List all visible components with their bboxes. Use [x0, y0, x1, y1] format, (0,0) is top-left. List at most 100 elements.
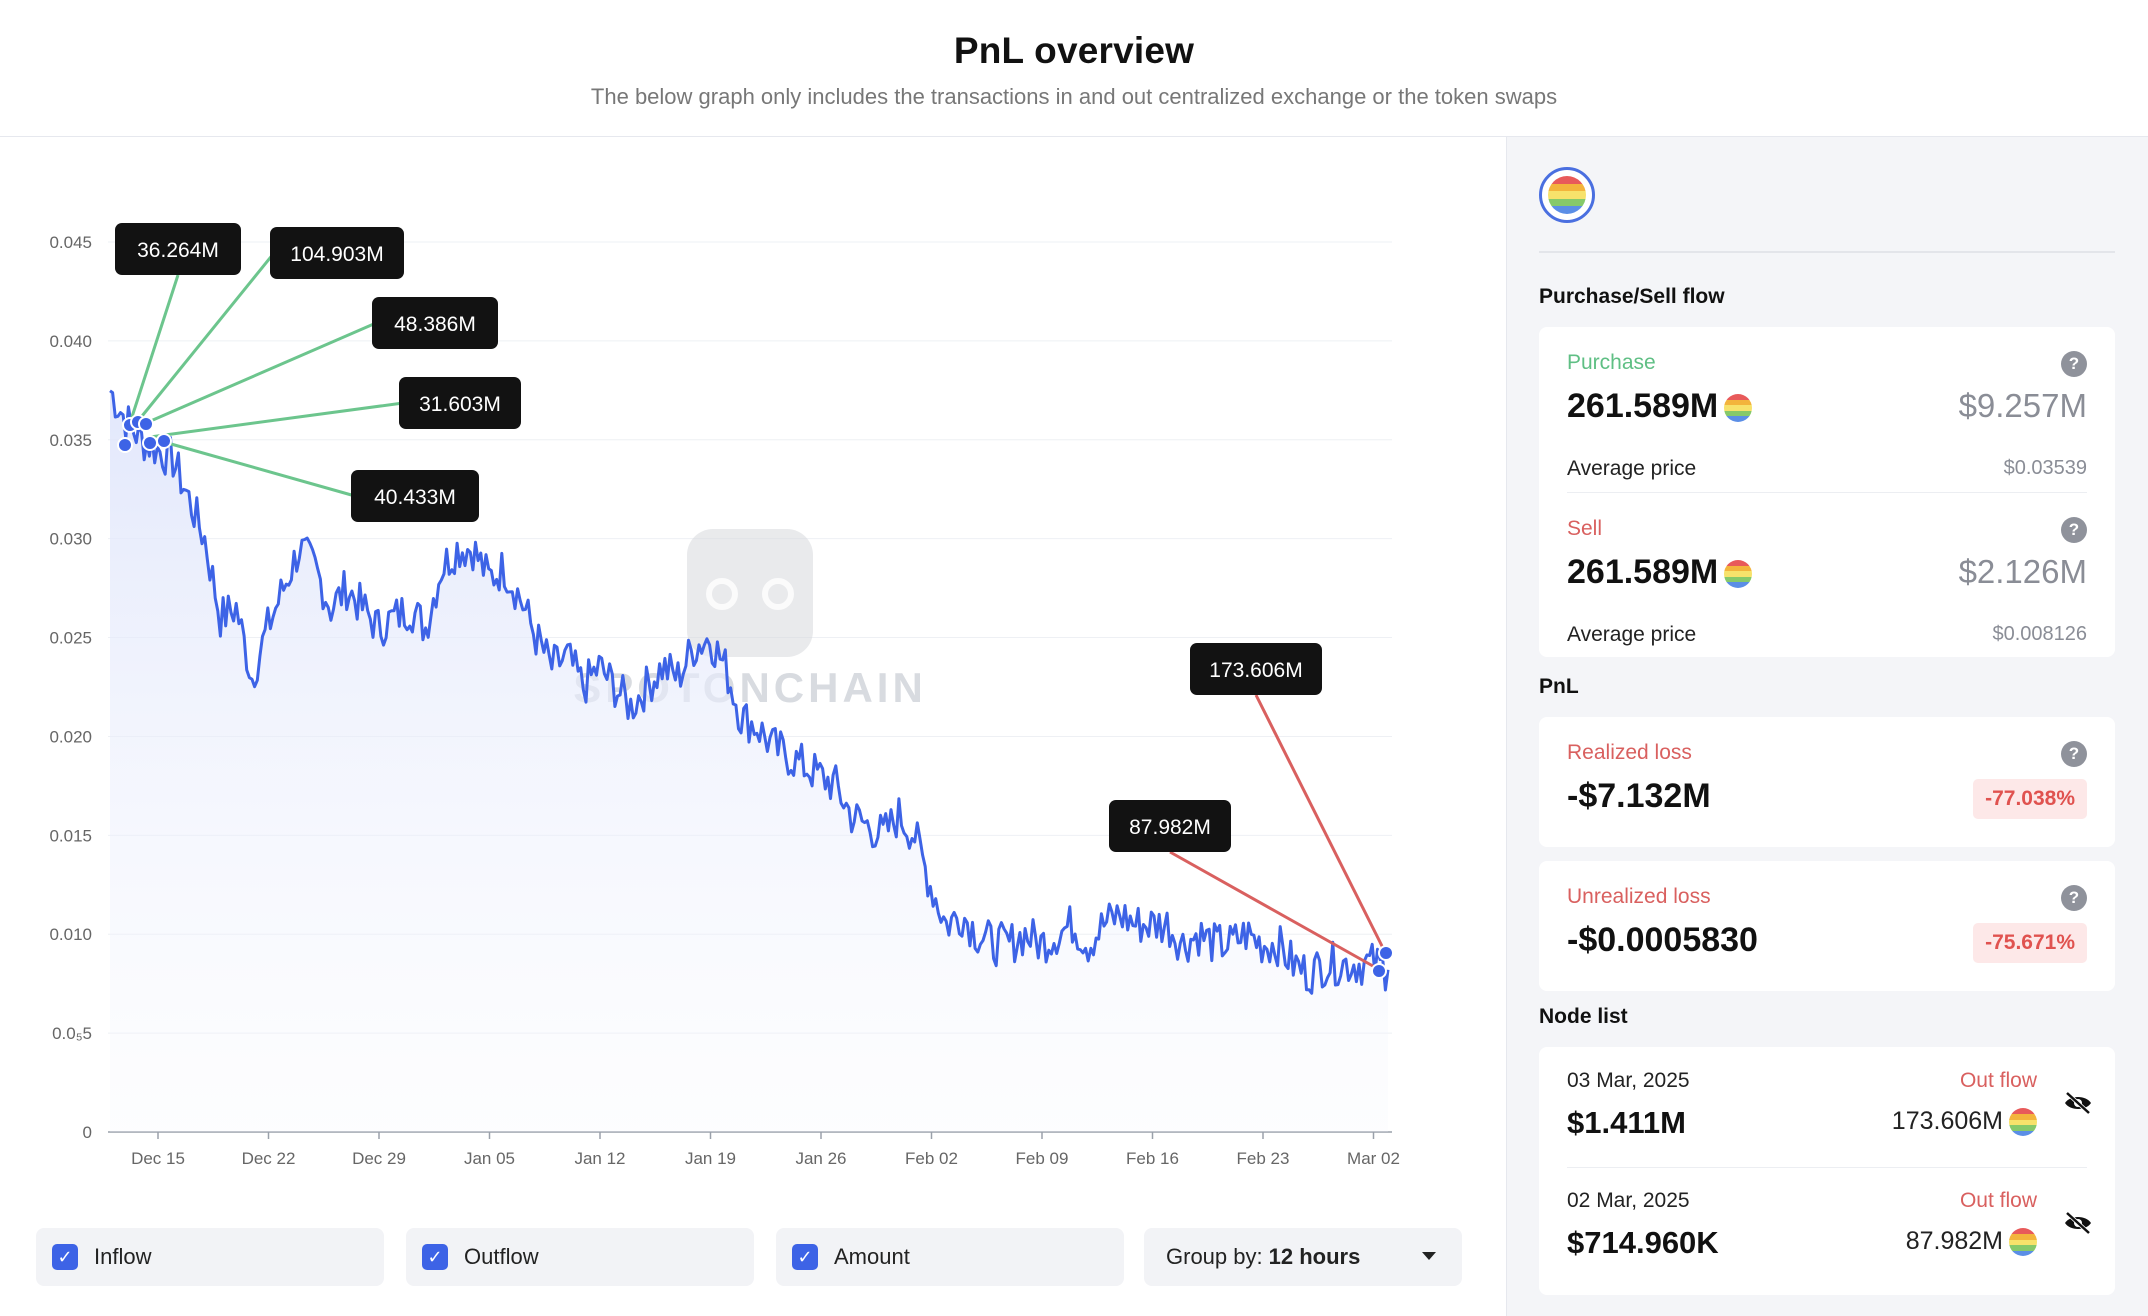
realized-loss-pct-badge: -77.038% [1973, 779, 2087, 819]
node-amount-value: 173.606M [1891, 1107, 2003, 1135]
tooltip-label: 31.603M [419, 393, 501, 416]
tooltip-leader-line [1169, 850, 1381, 972]
y-tick-label: 0.025 [49, 629, 92, 648]
sell-avg-value: $0.008126 [1992, 623, 2087, 645]
y-tick-label: 0.010 [49, 925, 92, 944]
node-dot [156, 433, 172, 449]
tooltip-label: 48.386M [394, 313, 476, 336]
realized-loss-label: Realized loss [1567, 741, 1692, 764]
pnl-chart[interactable]: 0.045 0.040 0.035 0.030 0.025 0.020 0.015 0.010… [0, 137, 1506, 1316]
node-item[interactable]: 03 Mar, 2025 Out flow $1.411M 173.606M [1539, 1047, 2115, 1167]
x-tick-label: Jan 12 [574, 1149, 625, 1168]
card-divider [1567, 492, 2087, 493]
node-flow-type: Out flow [1959, 1069, 2037, 1092]
node-list-title: Node list [1539, 1005, 1628, 1028]
sell-label: Sell [1567, 517, 1603, 540]
token-coin-icon [1724, 394, 1753, 422]
watermark-logo-eye [762, 578, 794, 610]
y-tick-label: 0.030 [49, 530, 92, 549]
node-date: 02 Mar, 2025 [1567, 1189, 1690, 1212]
chart-svg[interactable]: 0.045 0.040 0.035 0.030 0.025 0.020 0.015 0.010… [0, 137, 1506, 1197]
purchase-avg-value: $0.03539 [2003, 457, 2087, 479]
token-logo [1539, 167, 1595, 223]
node-value: $714.960K [1567, 1225, 1719, 1260]
node-dot [138, 416, 154, 432]
inflow-checkbox[interactable]: ✓ [52, 1244, 78, 1270]
outflow-toggle[interactable]: ✓ Outflow [406, 1228, 754, 1286]
sell-amount-value: 261.589M [1567, 553, 1719, 591]
help-icon[interactable]: ? [2061, 885, 2087, 911]
purchase-amount-value: 261.589M [1567, 387, 1719, 425]
tooltip-box [372, 297, 498, 349]
tooltip-box [115, 223, 241, 275]
purchase-avg-label: Average price [1567, 457, 1697, 480]
chart-controls: ✓ Inflow ✓ Outflow ✓ Amount Group by: 12… [36, 1228, 1466, 1288]
help-icon[interactable]: ? [2061, 351, 2087, 377]
sidebar: Purchase/Sell flow Purchase ? 261.589M $… [1506, 137, 2148, 1316]
inflow-toggle[interactable]: ✓ Inflow [36, 1228, 384, 1286]
eye-off-icon[interactable] [2063, 1091, 2093, 1115]
outflow-checkbox[interactable]: ✓ [422, 1244, 448, 1270]
unrealized-loss-value: -$0.0005830 [1567, 921, 1758, 959]
x-tick-label: Dec 22 [242, 1149, 296, 1168]
node-item[interactable]: 02 Mar, 2025 Out flow $714.960K 87.982M [1539, 1167, 2115, 1287]
inflow-label: Inflow [94, 1244, 152, 1269]
node-dot [1371, 963, 1387, 979]
amount-toggle[interactable]: ✓ Amount [776, 1228, 1124, 1286]
help-icon[interactable]: ? [2061, 517, 2087, 543]
price-line [109, 389, 1390, 995]
sell-amount: 261.589M [1567, 553, 1753, 592]
tooltip-leader-line [163, 440, 356, 498]
amount-label: Amount [834, 1244, 910, 1269]
tooltip-leader-line [136, 252, 276, 422]
y-tick-label: 0.0₅5 [52, 1024, 92, 1043]
x-tick-label: Feb 09 [1016, 1149, 1069, 1168]
node-dot [142, 435, 158, 451]
node-divider [1567, 1167, 2087, 1168]
unrealized-loss-pct-badge: -75.671% [1973, 923, 2087, 963]
help-icon[interactable]: ? [2061, 741, 2087, 767]
tooltip-leader-line [145, 321, 377, 425]
tooltip-leader-line [128, 274, 180, 424]
node-flow-type: Out flow [1959, 1189, 2037, 1212]
amount-checkbox[interactable]: ✓ [792, 1244, 818, 1270]
page-subtitle: The below graph only includes the transa… [590, 84, 1558, 109]
node-amount: 87.982M [1906, 1227, 2037, 1257]
x-tick-label: Feb 02 [905, 1149, 958, 1168]
y-tick-label: 0.020 [49, 727, 92, 746]
y-tick-label: 0.040 [49, 332, 92, 351]
outflow-label: Outflow [464, 1244, 539, 1269]
token-coin-icon [2009, 1108, 2037, 1137]
group-by-label: Group by: [1166, 1244, 1263, 1269]
x-tick-label: Feb 16 [1126, 1149, 1179, 1168]
tooltip-leader-line [149, 401, 404, 439]
node-date: 03 Mar, 2025 [1567, 1069, 1690, 1092]
x-tick-label: Jan 19 [685, 1149, 736, 1168]
realized-loss-card: Realized loss ? -$7.132M -77.038% [1539, 717, 2115, 847]
unrealized-loss-card: Unrealized loss ? -$0.0005830 -75.671% [1539, 861, 2115, 991]
tooltip-label: 40.433M [374, 486, 456, 509]
node-value: $1.411M [1567, 1105, 1686, 1140]
eye-off-icon[interactable] [2063, 1211, 2093, 1235]
watermark-logo [687, 529, 813, 657]
node-dot [117, 437, 133, 453]
tooltip-box [399, 377, 521, 429]
flow-section-title: Purchase/Sell flow [1539, 285, 1725, 308]
unrealized-loss-label: Unrealized loss [1567, 885, 1711, 908]
tooltip-box [1109, 800, 1231, 852]
sell-avg-label: Average price [1567, 623, 1697, 646]
purchase-sell-card: Purchase ? 261.589M $9.257M Average pric… [1539, 327, 2115, 657]
chevron-down-icon[interactable] [1422, 1252, 1436, 1260]
y-tick-label: 0.015 [49, 826, 92, 845]
sidebar-divider [1539, 251, 2115, 253]
y-tick-label: 0.035 [49, 431, 92, 450]
node-amount: 173.606M [1891, 1107, 2037, 1137]
purchase-label: Purchase [1567, 351, 1656, 374]
token-coin-icon [1724, 560, 1753, 588]
page-header: PnL overview The below graph only includ… [0, 0, 2148, 137]
sell-usd: $2.126M [1958, 553, 2087, 590]
watermark-logo-eye [706, 578, 738, 610]
group-by-select[interactable]: Group by: 12 hours [1144, 1228, 1462, 1286]
x-tick-label: Jan 05 [464, 1149, 515, 1168]
tooltip-label: 36.264M [137, 239, 219, 262]
